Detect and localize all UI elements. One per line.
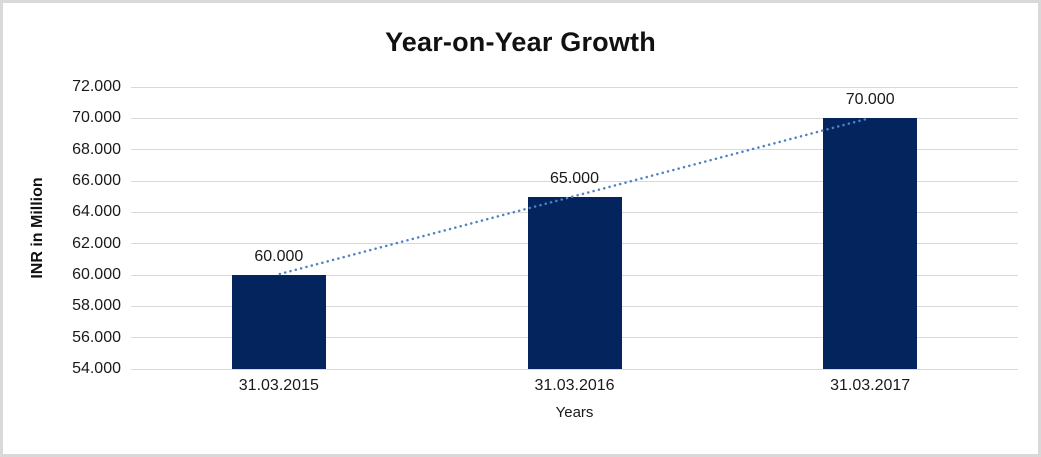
gridline — [131, 368, 1018, 370]
y-axis-tick-label: 60.000 — [72, 266, 121, 283]
bar-value-label: 60.000 — [254, 248, 304, 265]
bar-value-label: 70.000 — [845, 91, 895, 109]
bar — [527, 196, 622, 369]
bar — [231, 275, 326, 369]
y-axis-tick-label: 62.000 — [72, 234, 121, 252]
x-axis-tick-label: 31.03.2015 — [238, 377, 319, 394]
y-axis-tick-label: 68.000 — [72, 140, 121, 158]
x-axis-tick-label: 31.03.2016 — [534, 377, 615, 394]
x-axis-title: Years — [555, 404, 594, 421]
chart-title: Year-on-Year Growth — [385, 27, 656, 57]
gridline — [131, 86, 1018, 88]
y-axis-tick-label: 58.000 — [72, 297, 121, 315]
y-axis-tick-label: 66.000 — [72, 172, 121, 189]
y-axis-tick-label: 64.000 — [72, 203, 121, 221]
y-axis-tick-label: 54.000 — [72, 360, 121, 377]
y-axis-tick-label: 72.000 — [72, 78, 121, 95]
y-axis-tick-label: 56.000 — [72, 328, 121, 346]
y-axis-tick-label: 70.000 — [72, 109, 121, 127]
bar — [823, 118, 918, 369]
bar-value-label: 65.000 — [550, 169, 599, 187]
x-axis-tick-label: 31.03.2017 — [830, 377, 911, 394]
